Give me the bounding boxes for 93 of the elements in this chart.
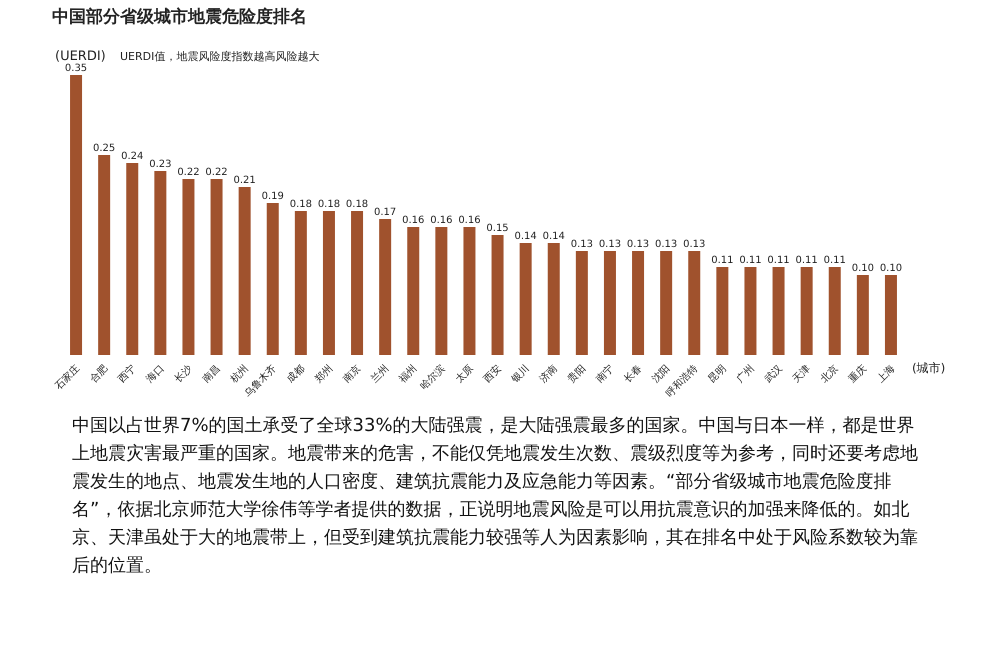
text: 中国以占世界7%的国土承受了全球33%的大陆强震，是大陆强震最多的国家。中国与日本一样，都是世界上地震灾害最严重的国家。地震带来的危害，不能仅凭地震发生次数、震级烈度等为参考，同时还要考虑地震发生的地点、地震发生地的人口密度、建筑抗震能力及应急能力等因素。“部分省级城市地震危险度排名”，依据北京师范大学徐伟等学者提供的数据，正说明地震风险是可以用抗震意识的加强来降低的。如北京、天津虽处于大的地震带上，但受到建筑抗震能力较强等人为因素影响，其在排名中处于风险系数较为靠后的位置。 <box>72 414 919 578</box>
data-label: 0.11 <box>796 255 818 266</box>
x-tick-label: 南宁 <box>593 362 616 386</box>
data-label: 0.13 <box>626 239 650 250</box>
data-label: 0.15 <box>486 223 509 234</box>
bar <box>576 251 588 355</box>
x-tick-label: 合肥 <box>88 362 110 386</box>
data-label: 0.16 <box>430 215 452 226</box>
bar <box>772 267 785 355</box>
bar <box>744 267 756 355</box>
x-tick-label: 重庆 <box>846 362 869 386</box>
y-axis-title: (UERDI) <box>55 49 106 64</box>
bar <box>660 251 672 355</box>
bar <box>632 251 644 355</box>
bar <box>716 267 728 355</box>
bar <box>126 163 138 355</box>
x-tick-label: 海口 <box>144 362 166 386</box>
x-tick-label: 长沙 <box>172 362 195 386</box>
data-label: 0.13 <box>570 239 593 250</box>
bar <box>70 75 82 355</box>
data-label: 0.18 <box>346 199 368 210</box>
bar <box>688 251 700 355</box>
x-tick-label: 武汉 <box>762 362 785 386</box>
bar <box>351 211 364 355</box>
data-label: 0.13 <box>598 239 622 250</box>
x-tick-label: 天津 <box>790 362 813 386</box>
x-tick-label: 广州 <box>734 362 757 386</box>
bar <box>322 211 335 355</box>
x-tick-label: 南京 <box>340 362 364 386</box>
bar <box>379 219 392 355</box>
bar <box>182 179 194 355</box>
data-label: 0.21 <box>234 175 256 186</box>
data-label: 0.11 <box>824 255 846 266</box>
x-tick-label: 沈阳 <box>650 362 672 386</box>
data-label: 0.35 <box>64 63 88 74</box>
data-label: 0.13 <box>655 239 678 250</box>
data-label: 0.22 <box>177 167 200 178</box>
bar <box>98 155 110 355</box>
x-tick-label: 哈尔滨 <box>418 362 448 392</box>
data-label: 0.25 <box>93 143 116 154</box>
bar <box>154 171 166 355</box>
bar <box>294 211 307 355</box>
x-tick-label: 兰州 <box>368 362 392 386</box>
x-tick-label: 长春 <box>622 362 644 386</box>
bar <box>800 267 813 355</box>
x-tick-label: 银川 <box>508 362 532 386</box>
data-label: 0.10 <box>852 263 874 274</box>
x-tick-label: 贵阳 <box>565 362 588 386</box>
bar <box>492 235 504 355</box>
bar <box>266 203 279 355</box>
bar <box>604 251 616 355</box>
x-tick-label: 上海 <box>874 362 898 386</box>
data-label: 0.17 <box>374 207 396 218</box>
bar <box>828 267 841 355</box>
bar <box>407 227 420 355</box>
x-tick-label: 北京 <box>818 362 841 386</box>
chart-subtitle: UERDI值，地震风险度指数越高风险越大 <box>120 50 320 63</box>
x-tick-label: 杭州 <box>227 362 251 386</box>
x-tick-label: 昆明 <box>706 363 728 386</box>
bar <box>238 187 251 355</box>
x-tick-label: 济南 <box>537 362 560 386</box>
data-label: 0.11 <box>739 255 762 266</box>
data-label: 0.16 <box>402 215 424 226</box>
data-label: 0.11 <box>711 255 734 266</box>
data-label: 0.18 <box>290 199 312 210</box>
data-label: 0.14 <box>514 231 537 242</box>
bar <box>463 227 476 355</box>
data-label: 0.23 <box>149 159 172 170</box>
x-axis-title: (城市) <box>912 361 946 375</box>
bar <box>884 275 897 355</box>
bar <box>210 179 223 355</box>
data-label: 0.24 <box>121 151 144 162</box>
x-tick-label: 南昌 <box>200 362 223 386</box>
x-tick-label: 福州 <box>396 362 420 386</box>
bar <box>856 275 869 355</box>
data-label: 0.10 <box>880 263 902 274</box>
x-tick-label: 成都 <box>284 362 307 386</box>
x-tick-label: 西宁 <box>116 362 138 386</box>
data-label: 0.14 <box>542 231 565 242</box>
data-label: 0.16 <box>458 215 481 226</box>
data-label: 0.22 <box>205 167 228 178</box>
bar <box>520 243 532 355</box>
data-label: 0.13 <box>683 239 706 250</box>
chart-title: 中国部分省级城市地震危险度排名 <box>52 7 307 27</box>
data-label: 0.11 <box>767 255 790 266</box>
x-tick-label: 太原 <box>452 362 476 386</box>
bar <box>435 227 448 355</box>
data-label: 0.19 <box>262 191 284 202</box>
bar <box>548 243 560 355</box>
x-tick-label: 西安 <box>481 362 504 386</box>
x-tick-label: 石家庄 <box>52 362 82 392</box>
x-tick-label: 郑州 <box>312 362 336 386</box>
data-label: 0.18 <box>318 199 340 210</box>
